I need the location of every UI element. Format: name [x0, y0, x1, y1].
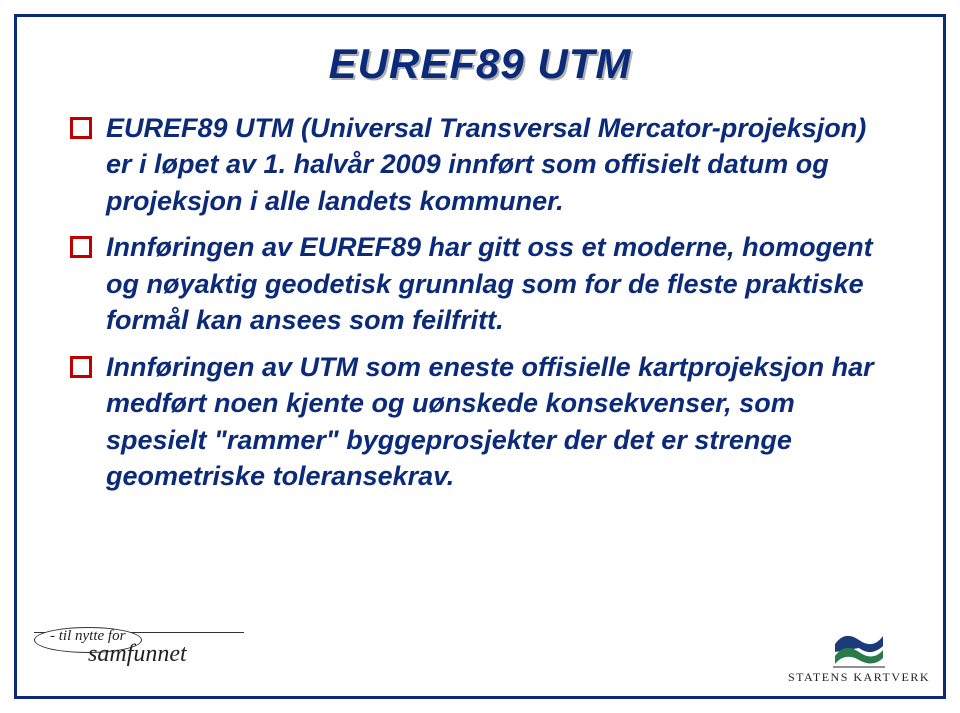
bullet-marker-icon [70, 356, 92, 378]
bullet-item: EUREF89 UTM (Universal Transversal Merca… [70, 110, 890, 219]
bullet-text: Innføringen av EUREF89 har gitt oss et m… [106, 229, 890, 338]
slide-title: EUREF89 UTM EUREF89 UTM [0, 40, 960, 88]
bullet-text: Innføringen av UTM som eneste offisielle… [106, 349, 890, 495]
statens-kartverk-logo-icon [831, 628, 887, 668]
footer-left: - til nytte for samfunnet [34, 632, 244, 679]
bullet-marker-icon [70, 117, 92, 139]
title-text: EUREF89 UTM [329, 40, 632, 87]
footer-right: STATENS KARTVERK [788, 628, 930, 685]
footer-text: - til nytte for samfunnet [44, 629, 187, 666]
bullet-item: Innføringen av UTM som eneste offisielle… [70, 349, 890, 495]
logo-text: STATENS KARTVERK [788, 670, 930, 685]
bullet-marker-icon [70, 236, 92, 258]
bullet-text: EUREF89 UTM (Universal Transversal Merca… [106, 110, 890, 219]
footer-line2: samfunnet [44, 642, 187, 666]
bullet-item: Innføringen av EUREF89 har gitt oss et m… [70, 229, 890, 338]
footer-motto: - til nytte for samfunnet [34, 635, 244, 679]
slide-content: EUREF89 UTM (Universal Transversal Merca… [70, 110, 890, 504]
